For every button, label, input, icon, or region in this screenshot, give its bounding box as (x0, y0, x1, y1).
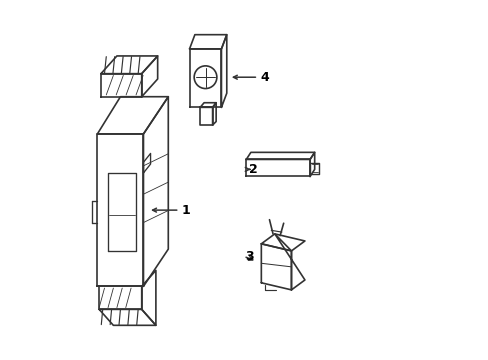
Text: 3: 3 (245, 250, 254, 263)
Text: 4: 4 (260, 71, 269, 84)
Text: 2: 2 (248, 163, 257, 176)
Text: 1: 1 (182, 204, 190, 217)
